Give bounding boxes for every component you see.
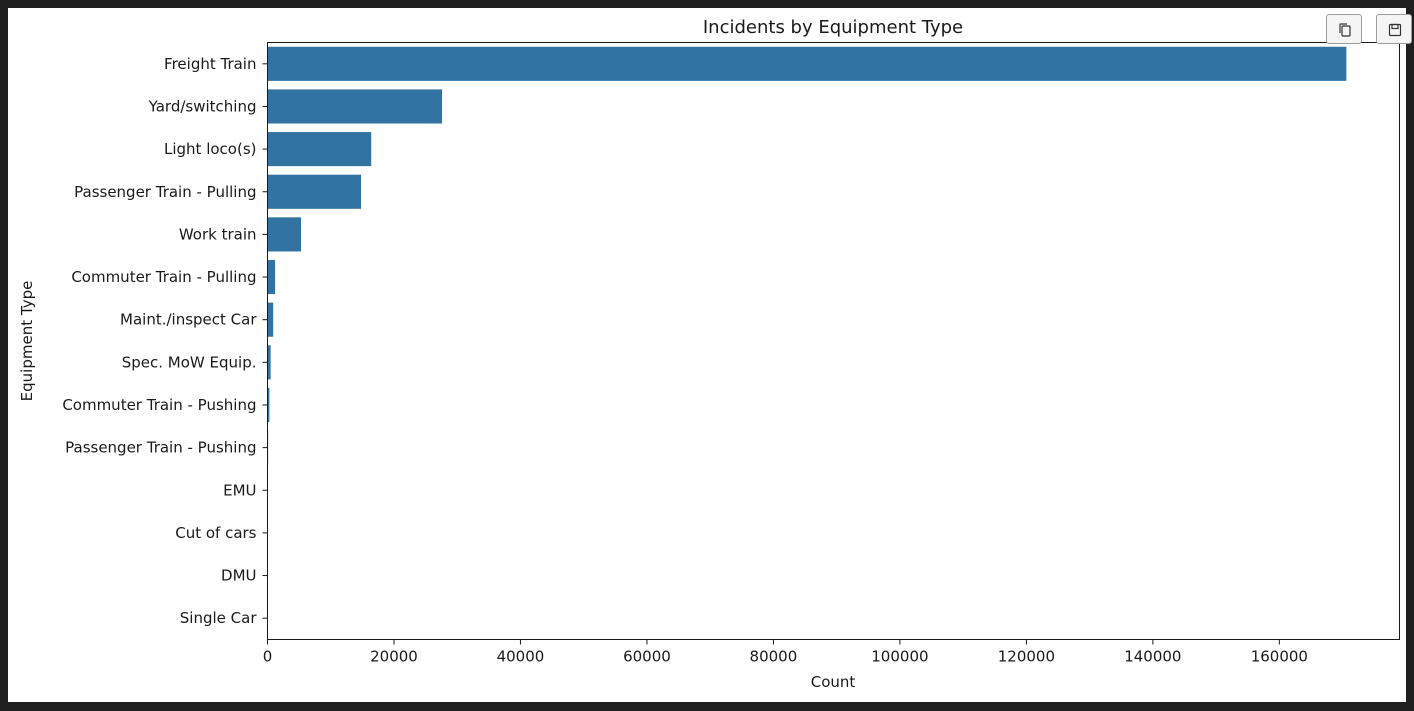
y-tick-label: Spec. MoW Equip.	[122, 353, 257, 371]
save-icon	[1388, 23, 1402, 37]
bar	[267, 345, 271, 380]
copy-icon	[1339, 23, 1351, 37]
y-tick-label: Work train	[179, 225, 257, 243]
bar	[267, 387, 270, 423]
x-tick-label: 60000	[623, 648, 671, 666]
bar-chart: Incidents by Equipment Type Freight Trai…	[18, 17, 1400, 691]
x-ticks-group: 0 20000 40000 60000 80000 100000 120000 140000 1…	[263, 639, 1308, 666]
y-tick-label: Passenger Train - Pulling	[74, 183, 256, 201]
y-tick-label: Yard/switching	[148, 97, 257, 115]
x-tick-label: 140000	[1124, 648, 1181, 666]
bar	[267, 89, 443, 124]
y-ticks-group: Freight Train Yard/switching Light loco(s)…	[62, 55, 268, 627]
y-tick-label: EMU	[223, 481, 256, 499]
x-tick-label: 160000	[1251, 648, 1308, 666]
y-tick-label: Passenger Train - Pushing	[65, 439, 256, 457]
x-tick-label: 100000	[871, 648, 928, 666]
y-tick-label: Commuter Train - Pushing	[62, 396, 256, 414]
x-tick-label: 80000	[750, 648, 798, 666]
y-tick-label: Light loco(s)	[164, 140, 257, 158]
x-tick-label: 20000	[370, 648, 418, 666]
y-tick-label: Single Car	[180, 609, 258, 627]
save-button[interactable]	[1376, 14, 1412, 44]
x-tick-label: 40000	[497, 648, 545, 666]
y-tick-label: Cut of cars	[175, 524, 256, 542]
x-tick-label: 0	[263, 648, 273, 666]
bars-group	[267, 46, 1347, 636]
bar	[267, 46, 1347, 81]
y-tick-label: Freight Train	[164, 55, 256, 73]
x-tick-label: 120000	[998, 648, 1055, 666]
x-axis-label: Count	[811, 673, 856, 691]
chart-frame: Incidents by Equipment Type Freight Trai…	[8, 8, 1412, 702]
bar	[267, 217, 302, 252]
plot-area-frame	[267, 42, 1400, 640]
y-tick-label: Commuter Train - Pulling	[71, 268, 256, 286]
chart-title: Incidents by Equipment Type	[703, 17, 963, 38]
bar	[267, 259, 276, 295]
copy-button[interactable]	[1326, 14, 1362, 44]
y-axis-label: Equipment Type	[18, 281, 36, 402]
bar	[267, 174, 362, 209]
y-tick-label: DMU	[221, 567, 256, 585]
y-tick-label: Maint./inspect Car	[120, 311, 257, 329]
bar	[267, 302, 274, 337]
bar	[267, 132, 372, 167]
